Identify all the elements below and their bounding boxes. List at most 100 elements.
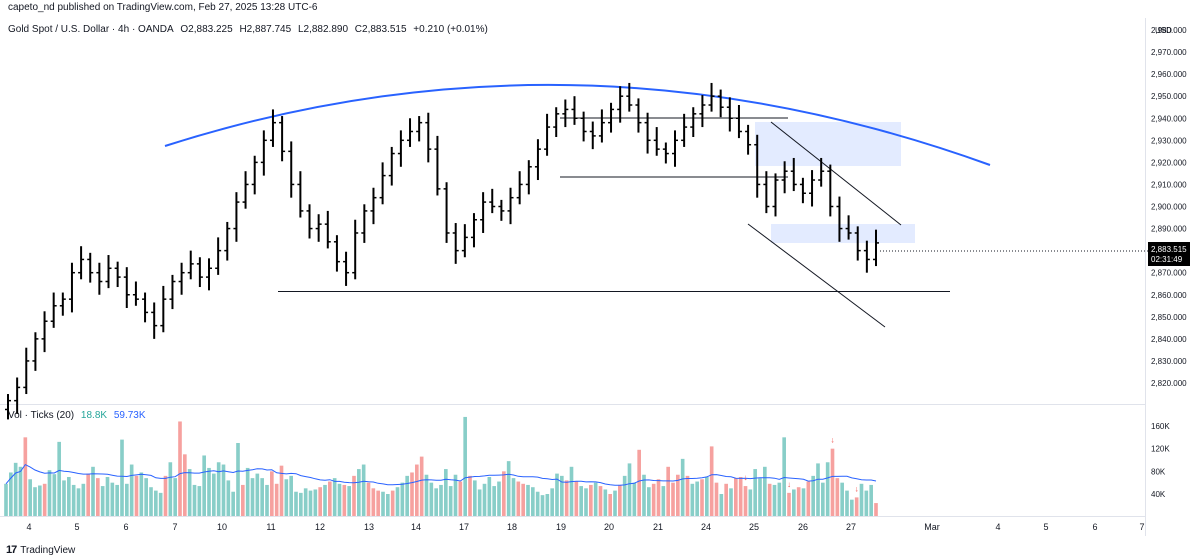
volume-bar: [270, 471, 274, 516]
time-tick-label: 4: [995, 522, 1000, 532]
ohlc-bar: [206, 258, 213, 291]
ohlc-bar: [617, 86, 624, 123]
time-axis[interactable]: 4 5 6 7 10 11 12 13 14 17 18 19 20 21 24 25 26 27 Mar 4 5 6 7: [26, 522, 1144, 532]
volume-bar: [816, 463, 820, 516]
ohlc-bar: [836, 196, 843, 242]
ohlc-bar: [260, 130, 267, 176]
volume-bar: [115, 484, 119, 516]
ohlc-bar: [114, 261, 121, 288]
volume-bar: [821, 482, 825, 516]
ohlc-bar: [87, 252, 94, 283]
volume-bar: [149, 487, 153, 516]
time-tick-label: 6: [123, 522, 128, 532]
volume-bar: [81, 483, 86, 516]
volume-bar: [811, 475, 815, 516]
time-tick-label: 17: [459, 522, 469, 532]
ohlc-bar: [251, 155, 258, 195]
ohlc-bar: [242, 171, 249, 209]
volume-bar: [647, 487, 651, 516]
volume-bar: [183, 454, 187, 516]
time-tick-label: 12: [315, 522, 325, 532]
ohlc-bar: [32, 332, 39, 371]
price-axis[interactable]: 2,820.000 2,830.000 2,840.000 2,850.000 2,86…: [1151, 26, 1187, 388]
volume-bar: [245, 467, 250, 516]
volume-bar: [492, 486, 496, 516]
volume-bar: [767, 483, 772, 516]
volume-bar: [86, 473, 90, 516]
price-tick-label: 2,970.000: [1151, 48, 1187, 57]
ohlc-bar: [626, 82, 633, 112]
volume-bar: [4, 483, 8, 516]
volume-legend: Vol · Ticks (20) 18.8K 59.73K: [8, 410, 146, 421]
volume-bar: [593, 482, 598, 516]
volume-bar: [748, 489, 753, 516]
volume-bar: [405, 475, 409, 516]
price-tick-label: 2,980.000: [1151, 26, 1187, 35]
ohlc-bar: [644, 112, 651, 154]
volume-bar: [33, 487, 37, 516]
volume-bar: [279, 465, 284, 516]
volume-bar: [62, 480, 66, 516]
ohlc-bar: [873, 229, 879, 267]
volume-bar: [497, 481, 501, 516]
published-line: capeto_nd published on TradingView.com, …: [8, 2, 318, 13]
volume-bar: [71, 484, 76, 516]
ohlc-bar: [635, 98, 642, 133]
ohlc-bar: [379, 162, 386, 205]
volume-bar: [637, 449, 641, 516]
ohlc-bar: [480, 192, 487, 233]
volume-bar: [352, 475, 356, 516]
volume-bar: [303, 488, 308, 516]
volume-bar: [695, 481, 699, 516]
volume-bar: [550, 488, 554, 516]
symbol-title[interactable]: Gold Spot / U.S. Dollar · 4h · OANDA: [8, 24, 174, 35]
ohlc-bar: [196, 257, 203, 288]
volume-bar: [850, 499, 854, 516]
volume-bar: [608, 494, 612, 516]
ohlc-bar: [544, 113, 551, 156]
ohlc-bar: [489, 188, 496, 214]
ohlc-bar: [50, 292, 57, 328]
volume-bar: [613, 490, 617, 516]
volume-bar: [560, 475, 564, 516]
ohlc-bar: [333, 235, 340, 272]
channel-lower-line[interactable]: [747, 223, 886, 328]
volume-label[interactable]: Vol · Ticks (20): [8, 410, 75, 421]
time-tick-label: 13: [364, 522, 374, 532]
ohlc-bar: [187, 250, 194, 280]
volume-bar: [202, 455, 206, 516]
upper-zone[interactable]: [755, 122, 901, 166]
volume-bar: [144, 478, 148, 516]
channel-upper-line[interactable]: [770, 121, 902, 226]
ohlc-bar: [370, 187, 377, 225]
down-arrow-icon: ↓: [831, 436, 835, 445]
ohlc-bar: [671, 130, 678, 167]
ohlc-bar: [361, 204, 368, 243]
volume-bar: [869, 484, 873, 516]
currency-label[interactable]: USD: [1155, 26, 1172, 35]
volume-bar: [38, 485, 42, 516]
lower-zone[interactable]: [771, 224, 915, 243]
volume-bar: [328, 481, 332, 516]
volume-bar: [825, 462, 830, 516]
time-tick-label: 25: [749, 522, 759, 532]
volume-bar: [603, 489, 608, 516]
volume-bar: [332, 478, 337, 516]
ohlc-bar: [160, 285, 167, 333]
volume-bar: [125, 483, 129, 516]
ohlc-bar: [498, 199, 505, 221]
volume-bar: [96, 478, 100, 516]
ohlc-bar: [461, 224, 468, 258]
rounding-arc[interactable]: [164, 83, 991, 166]
time-tick-label: 5: [74, 522, 79, 532]
volume-bar: [342, 484, 347, 516]
ohlc-bar: [324, 210, 331, 249]
tradingview-mark-icon: 17: [6, 544, 17, 556]
tradingview-logo[interactable]: 17 TradingView: [6, 544, 75, 556]
volume-bar: [506, 461, 511, 516]
volume-bar: [651, 483, 656, 516]
volume-bar: [526, 484, 530, 516]
volume-bar: [772, 484, 777, 516]
ohlc-bar: [608, 102, 615, 133]
